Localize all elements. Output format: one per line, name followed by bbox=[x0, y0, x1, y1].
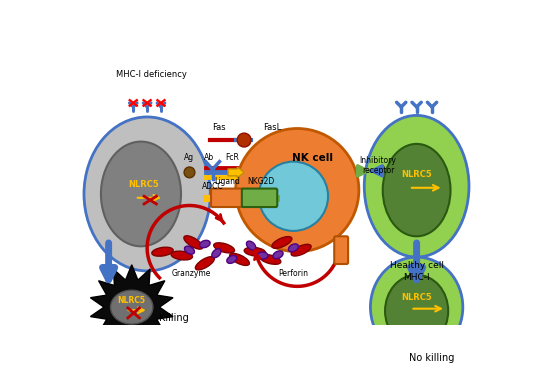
Ellipse shape bbox=[230, 253, 249, 265]
Text: NLRC5: NLRC5 bbox=[117, 296, 145, 306]
Ellipse shape bbox=[246, 241, 256, 250]
Text: NLRC5: NLRC5 bbox=[402, 293, 432, 302]
Ellipse shape bbox=[273, 251, 283, 259]
Text: Ag: Ag bbox=[184, 153, 195, 162]
Ellipse shape bbox=[257, 252, 268, 259]
Text: NLRC5: NLRC5 bbox=[402, 170, 432, 179]
Text: No killing: No killing bbox=[409, 353, 455, 363]
Text: FcR: FcR bbox=[225, 153, 239, 162]
Text: Granzyme: Granzyme bbox=[172, 269, 211, 278]
Ellipse shape bbox=[184, 246, 195, 254]
Ellipse shape bbox=[184, 236, 203, 249]
Text: Ligand: Ligand bbox=[214, 177, 240, 186]
Ellipse shape bbox=[260, 254, 281, 264]
Ellipse shape bbox=[236, 128, 359, 252]
Text: Healthy cell: Healthy cell bbox=[389, 261, 444, 270]
Text: NLRC5: NLRC5 bbox=[128, 180, 158, 189]
Text: Fas: Fas bbox=[212, 123, 225, 132]
Text: Killing: Killing bbox=[159, 313, 189, 323]
Text: NKG2D: NKG2D bbox=[248, 177, 274, 186]
Polygon shape bbox=[90, 265, 173, 350]
Ellipse shape bbox=[383, 144, 450, 236]
Ellipse shape bbox=[200, 240, 210, 248]
Ellipse shape bbox=[171, 251, 192, 260]
Circle shape bbox=[237, 133, 251, 147]
FancyBboxPatch shape bbox=[211, 189, 244, 207]
Circle shape bbox=[184, 167, 195, 178]
Ellipse shape bbox=[84, 117, 210, 271]
Text: NK cell: NK cell bbox=[292, 153, 333, 163]
Ellipse shape bbox=[111, 290, 153, 324]
Text: Perforin: Perforin bbox=[278, 269, 309, 278]
Text: FasL: FasL bbox=[263, 123, 282, 132]
Ellipse shape bbox=[370, 257, 463, 357]
Text: receptor: receptor bbox=[362, 166, 394, 175]
FancyBboxPatch shape bbox=[334, 236, 348, 264]
Text: Inhibitory: Inhibitory bbox=[360, 156, 397, 165]
Ellipse shape bbox=[291, 244, 311, 256]
Text: MHC-I deficiency: MHC-I deficiency bbox=[116, 70, 186, 79]
FancyBboxPatch shape bbox=[242, 189, 277, 207]
Ellipse shape bbox=[214, 243, 234, 253]
Text: ADCC: ADCC bbox=[202, 182, 223, 191]
Ellipse shape bbox=[259, 162, 328, 231]
Ellipse shape bbox=[152, 247, 173, 256]
FancyArrow shape bbox=[228, 167, 244, 178]
Ellipse shape bbox=[272, 237, 292, 248]
Ellipse shape bbox=[101, 142, 181, 246]
Ellipse shape bbox=[385, 275, 448, 347]
Ellipse shape bbox=[195, 257, 215, 270]
Ellipse shape bbox=[288, 244, 299, 252]
Text: MHC-I: MHC-I bbox=[403, 273, 430, 282]
Text: Ab: Ab bbox=[205, 153, 214, 162]
Ellipse shape bbox=[212, 249, 221, 258]
Ellipse shape bbox=[244, 247, 266, 256]
Ellipse shape bbox=[364, 115, 469, 257]
Ellipse shape bbox=[227, 255, 237, 264]
